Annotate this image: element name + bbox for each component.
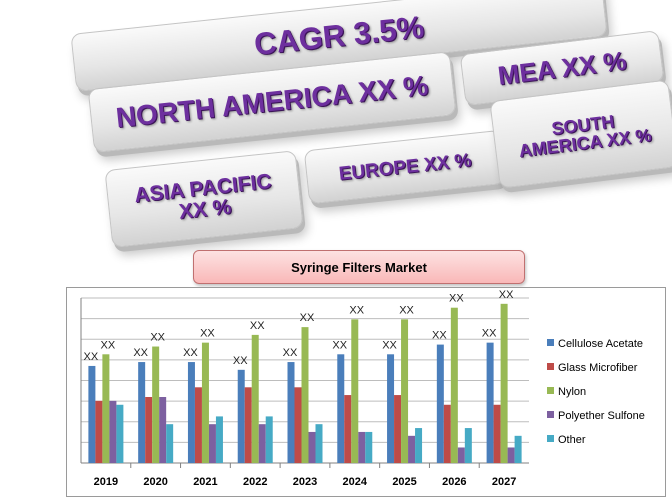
bar-chart: XXXX2019XXXX2020XXXX2021XXXX2022XXXX2023… bbox=[80, 289, 645, 488]
bar-polyether-sulfone-2023 bbox=[308, 431, 316, 463]
bar-other-2025 bbox=[415, 428, 423, 463]
bar-cellulose-acetate-2021 bbox=[187, 362, 195, 463]
bar-glass-microfiber-2021 bbox=[194, 387, 202, 463]
bar-glass-microfiber-2019 bbox=[95, 400, 103, 463]
bar-polyether-sulfone-2027 bbox=[507, 447, 515, 463]
annotation-label: XX bbox=[250, 320, 265, 332]
x-tick-label: 2021 bbox=[193, 476, 217, 488]
bar-nylon-2025 bbox=[401, 319, 409, 463]
bar-glass-microfiber-2020 bbox=[145, 397, 153, 463]
bar-other-2027 bbox=[514, 435, 522, 463]
annotation-label: XX bbox=[349, 304, 364, 316]
chart-title-box: Syringe Filters Market bbox=[193, 250, 525, 284]
x-tick-label: 2025 bbox=[392, 476, 416, 488]
bar-nylon-2022 bbox=[251, 334, 259, 463]
bar-glass-microfiber-2022 bbox=[244, 387, 252, 463]
bar-other-2026 bbox=[464, 428, 472, 463]
chart-frame: XX XX 2019 XX XX 2020 XX XX 2021 XX XX 2022 XX XX 2023… bbox=[66, 287, 666, 497]
europe-label: EUROPE XX % bbox=[337, 149, 473, 185]
bar-polyether-sulfone-2022 bbox=[258, 424, 266, 463]
bar-nylon-2026 bbox=[450, 307, 458, 463]
annotation-label: XX bbox=[449, 293, 464, 305]
bar-glass-microfiber-2024 bbox=[344, 395, 352, 463]
annotation-label: XX bbox=[233, 355, 248, 367]
bar-nylon-2027 bbox=[500, 303, 508, 463]
x-tick-label: 2027 bbox=[492, 476, 516, 488]
bar-polyether-sulfone-2024 bbox=[358, 431, 366, 463]
chart-title: Syringe Filters Market bbox=[291, 259, 427, 275]
bar-other-2019 bbox=[116, 404, 124, 463]
annotation-label: XX bbox=[84, 351, 99, 363]
bar-nylon-2024 bbox=[351, 319, 359, 463]
annotation-label: XX bbox=[432, 330, 447, 342]
bar-other-2023 bbox=[315, 424, 323, 463]
bar-cellulose-acetate-2025 bbox=[387, 354, 395, 463]
mea-label: MEA XX % bbox=[496, 45, 628, 91]
legend-entry: Glass Microfiber bbox=[558, 362, 638, 374]
bar-cellulose-acetate-2023 bbox=[287, 362, 295, 463]
x-tick-label: 2019 bbox=[94, 476, 118, 488]
legend-swatch bbox=[547, 387, 554, 394]
bar-polyether-sulfone-2026 bbox=[457, 447, 465, 463]
bar-nylon-2020 bbox=[152, 346, 160, 463]
asia-pacific-key: ASIA PACIFIC XX % bbox=[104, 150, 304, 248]
europe-key: EUROPE XX % bbox=[303, 129, 507, 205]
annotation-label: XX bbox=[300, 312, 315, 324]
bar-cellulose-acetate-2024 bbox=[337, 354, 345, 463]
annotation-label: XX bbox=[399, 304, 414, 316]
bar-glass-microfiber-2025 bbox=[394, 395, 402, 463]
annotation-label: XX bbox=[101, 339, 116, 351]
north-america-label: NORTH AMERICA XX % bbox=[114, 69, 430, 134]
x-tick-label: 2024 bbox=[343, 476, 368, 488]
bar-nylon-2021 bbox=[201, 342, 209, 463]
legend-entry: Polyether Sulfone bbox=[558, 410, 645, 422]
x-tick-label: 2026 bbox=[442, 476, 466, 488]
annotation-label: XX bbox=[499, 289, 514, 301]
x-tick-label: 2022 bbox=[243, 476, 267, 488]
cagr-label: CAGR 3.5% bbox=[252, 8, 426, 62]
bar-cellulose-acetate-2020 bbox=[138, 362, 146, 463]
bar-glass-microfiber-2023 bbox=[294, 387, 302, 463]
bar-other-2024 bbox=[365, 431, 373, 463]
annotation-label: XX bbox=[332, 339, 347, 351]
bar-polyether-sulfone-2021 bbox=[208, 424, 216, 463]
legend-entry: Cellulose Acetate bbox=[558, 338, 643, 350]
bar-cellulose-acetate-2026 bbox=[436, 344, 444, 463]
legend-entry: Other bbox=[558, 434, 586, 446]
annotation-label: XX bbox=[133, 347, 148, 359]
legend-swatch bbox=[547, 411, 554, 418]
bar-polyether-sulfone-2020 bbox=[159, 397, 167, 463]
bar-other-2021 bbox=[215, 416, 223, 463]
bar-other-2020 bbox=[166, 424, 174, 463]
annotation-label: XX bbox=[482, 328, 497, 340]
legend-entry: Nylon bbox=[558, 386, 586, 398]
bar-cellulose-acetate-2022 bbox=[237, 369, 245, 463]
legend-swatch bbox=[547, 339, 554, 346]
bar-polyether-sulfone-2019 bbox=[109, 400, 117, 463]
bar-nylon-2023 bbox=[301, 327, 309, 463]
legend-swatch bbox=[547, 363, 554, 370]
bar-nylon-2019 bbox=[102, 354, 110, 463]
bar-glass-microfiber-2026 bbox=[443, 404, 451, 463]
bar-polyether-sulfone-2025 bbox=[408, 435, 416, 463]
bar-other-2022 bbox=[265, 416, 273, 463]
bar-glass-microfiber-2027 bbox=[493, 404, 501, 463]
annotation-label: XX bbox=[183, 347, 198, 359]
x-tick-label: 2020 bbox=[143, 476, 167, 488]
legend-swatch bbox=[547, 435, 554, 442]
annotation-label: XX bbox=[382, 339, 397, 351]
annotation-label: XX bbox=[150, 332, 165, 344]
annotation-label: XX bbox=[200, 328, 215, 340]
x-tick-label: 2023 bbox=[293, 476, 317, 488]
bar-cellulose-acetate-2027 bbox=[486, 342, 494, 463]
bar-cellulose-acetate-2019 bbox=[88, 365, 96, 463]
annotation-label: XX bbox=[283, 347, 298, 359]
